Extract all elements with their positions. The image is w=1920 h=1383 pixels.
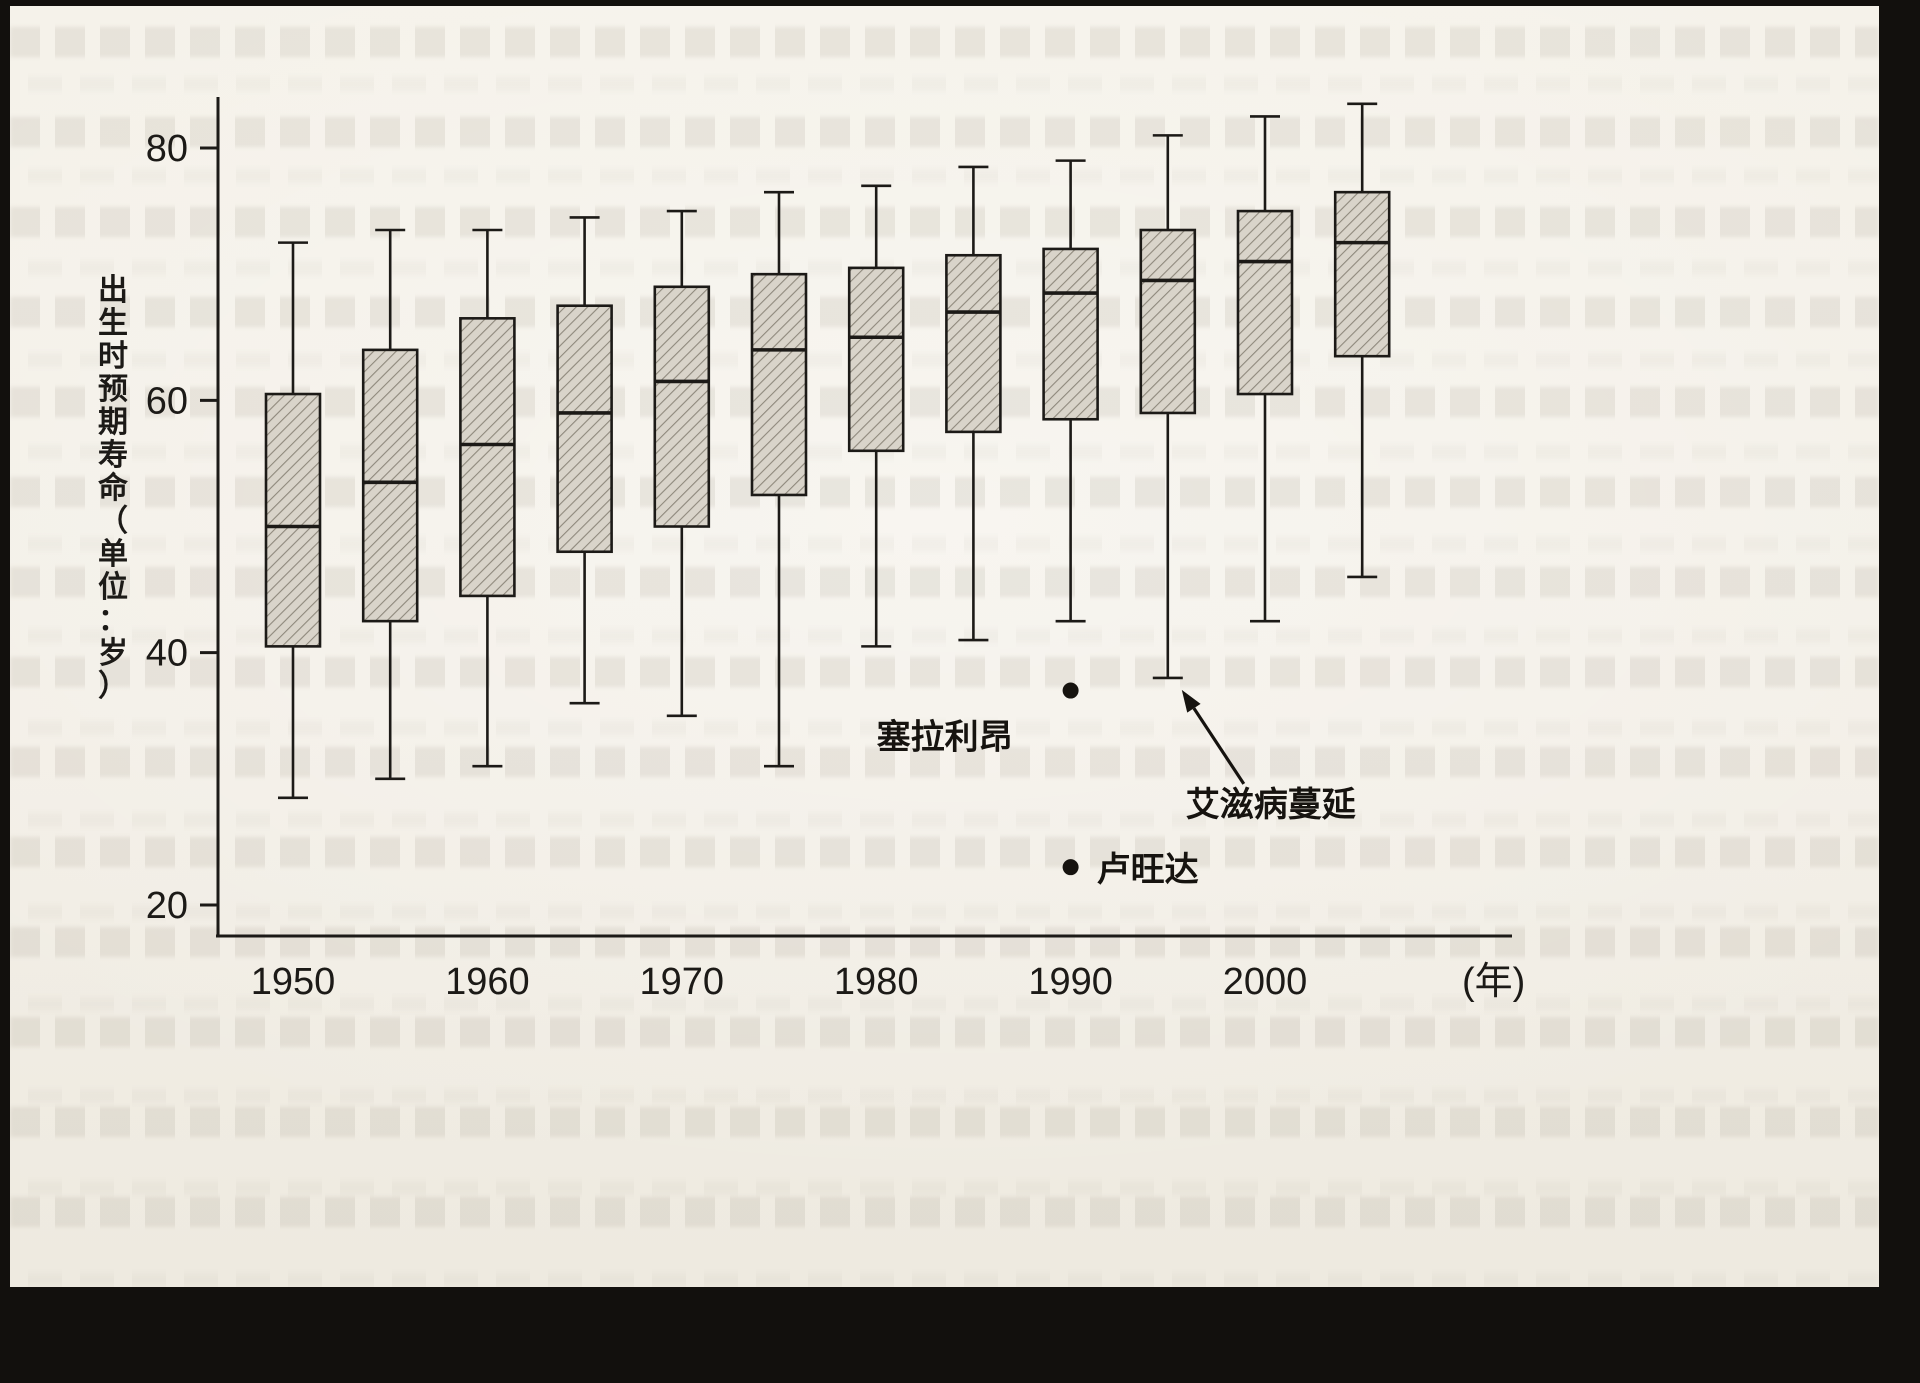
annotation-arrow-0-line [1192,707,1246,785]
annotation-arrow-0-head [1181,689,1201,713]
iqr-box [459,317,516,598]
x-axis-unit-label: (年) [1462,961,1525,1003]
y-axis-title-char: 期 [98,406,128,439]
boxplot-1995 [1139,134,1197,680]
y-axis-title-char: 时 [98,340,128,373]
outlier-dot-1 [1062,859,1079,876]
x-tick-label-1990: 1990 [1028,961,1113,1003]
boxplot-1985 [945,165,1002,642]
boxplot-1970 [653,209,711,718]
x-tick-label-1970: 1970 [640,961,725,1003]
iqr-box [847,266,905,453]
boxplot-1955 [361,228,419,781]
iqr-box [361,348,419,623]
y-axis-title-char: 位 [98,570,128,604]
page-bleedthrough-texture-2 [10,6,1879,1287]
boxplot-1965 [556,216,613,705]
x-tick-label-2000: 2000 [1223,961,1308,1003]
y-tick-label-40: 40 [146,633,188,675]
life-expectancy-boxplot-chart: 20 40 60 80 1950 1960 1970 1980 1990 2000 (年) 出生时预期… [98,97,1525,1003]
iqr-box [1139,228,1197,415]
y-tick-label-60: 60 [146,380,188,422]
boxplot-2005 [1333,102,1391,579]
y-tick-label-20: 20 [146,885,188,927]
boxplot-2000 [1236,115,1294,623]
y-axis-title-char: （ [98,504,128,538]
y-axis-title-char: 生 [98,307,128,340]
book-page-paper: 20 40 60 80 1950 1960 1970 1980 1990 2000 (年) 出生时预期… [10,6,1879,1287]
iqr-box [653,285,711,528]
boxplot-1990 [1042,159,1099,623]
y-tick-label-80: 80 [146,128,188,170]
x-tick-label-1960: 1960 [445,961,530,1003]
iqr-box [556,304,613,554]
y-axis-title-char: 出 [98,274,128,307]
page-bleedthrough-texture [10,6,1879,1287]
boxplot-1950 [264,241,322,800]
y-axis-title-char: 命 [98,471,129,505]
y-axis-title-char: 岁 [98,637,128,670]
iqr-box [1236,209,1294,396]
y-axis-title-char: ） [98,669,128,703]
y-axis-title-char: 单 [98,538,128,571]
iqr-box [264,392,322,648]
x-tick-label-1950: 1950 [251,961,336,1003]
outlier-label-1: 卢旺达 [1097,851,1199,889]
boxplot-1975 [750,190,808,768]
outlier-label-0: 塞拉利昂 [877,719,1013,757]
annotation-label-0: 艾滋病蔓延 [1186,786,1357,824]
iqr-box [750,272,808,497]
y-axis-title-char: 预 [98,373,128,406]
boxplot-1960 [459,228,516,768]
boxplot-1980 [847,184,905,648]
iqr-box [945,253,1002,434]
y-axis-title-char: 寿 [98,438,128,472]
iqr-box [1333,190,1391,358]
iqr-box [1042,247,1099,421]
y-axis-title-char: ： [98,604,128,637]
x-tick-label-1980: 1980 [834,961,919,1003]
outlier-dot-0 [1062,682,1079,699]
